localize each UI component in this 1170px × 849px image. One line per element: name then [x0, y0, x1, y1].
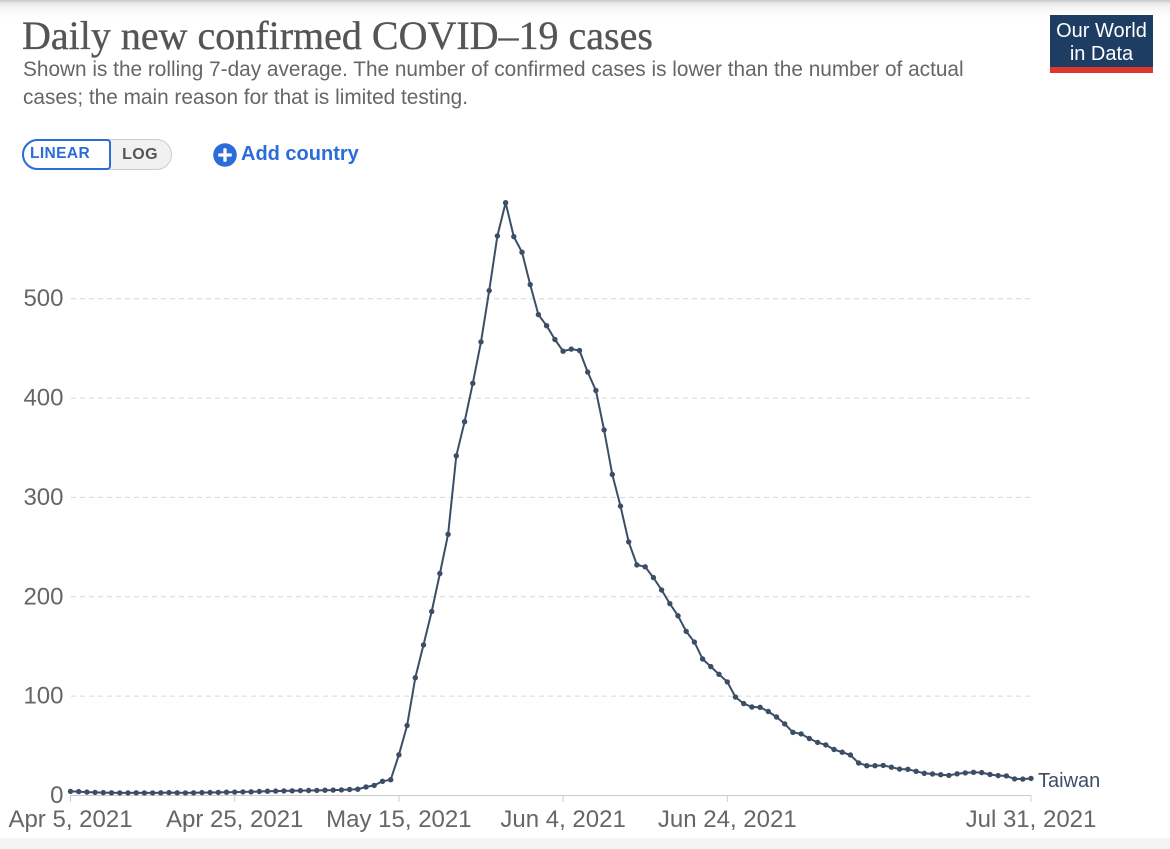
svg-text:Apr 5, 2021: Apr 5, 2021: [8, 806, 132, 833]
svg-text:300: 300: [23, 484, 63, 511]
svg-text:May 15, 2021: May 15, 2021: [326, 806, 471, 833]
svg-text:500: 500: [23, 285, 63, 312]
svg-text:Taiwan: Taiwan: [1038, 770, 1100, 792]
svg-text:Jun 4, 2021: Jun 4, 2021: [500, 806, 625, 833]
svg-text:100: 100: [23, 683, 63, 710]
svg-text:Jun 24, 2021: Jun 24, 2021: [658, 806, 797, 833]
svg-text:Apr 25, 2021: Apr 25, 2021: [166, 806, 303, 833]
svg-text:200: 200: [23, 583, 63, 610]
svg-text:400: 400: [23, 385, 63, 412]
svg-text:0: 0: [50, 782, 63, 809]
svg-text:Jul 31, 2021: Jul 31, 2021: [966, 806, 1097, 833]
